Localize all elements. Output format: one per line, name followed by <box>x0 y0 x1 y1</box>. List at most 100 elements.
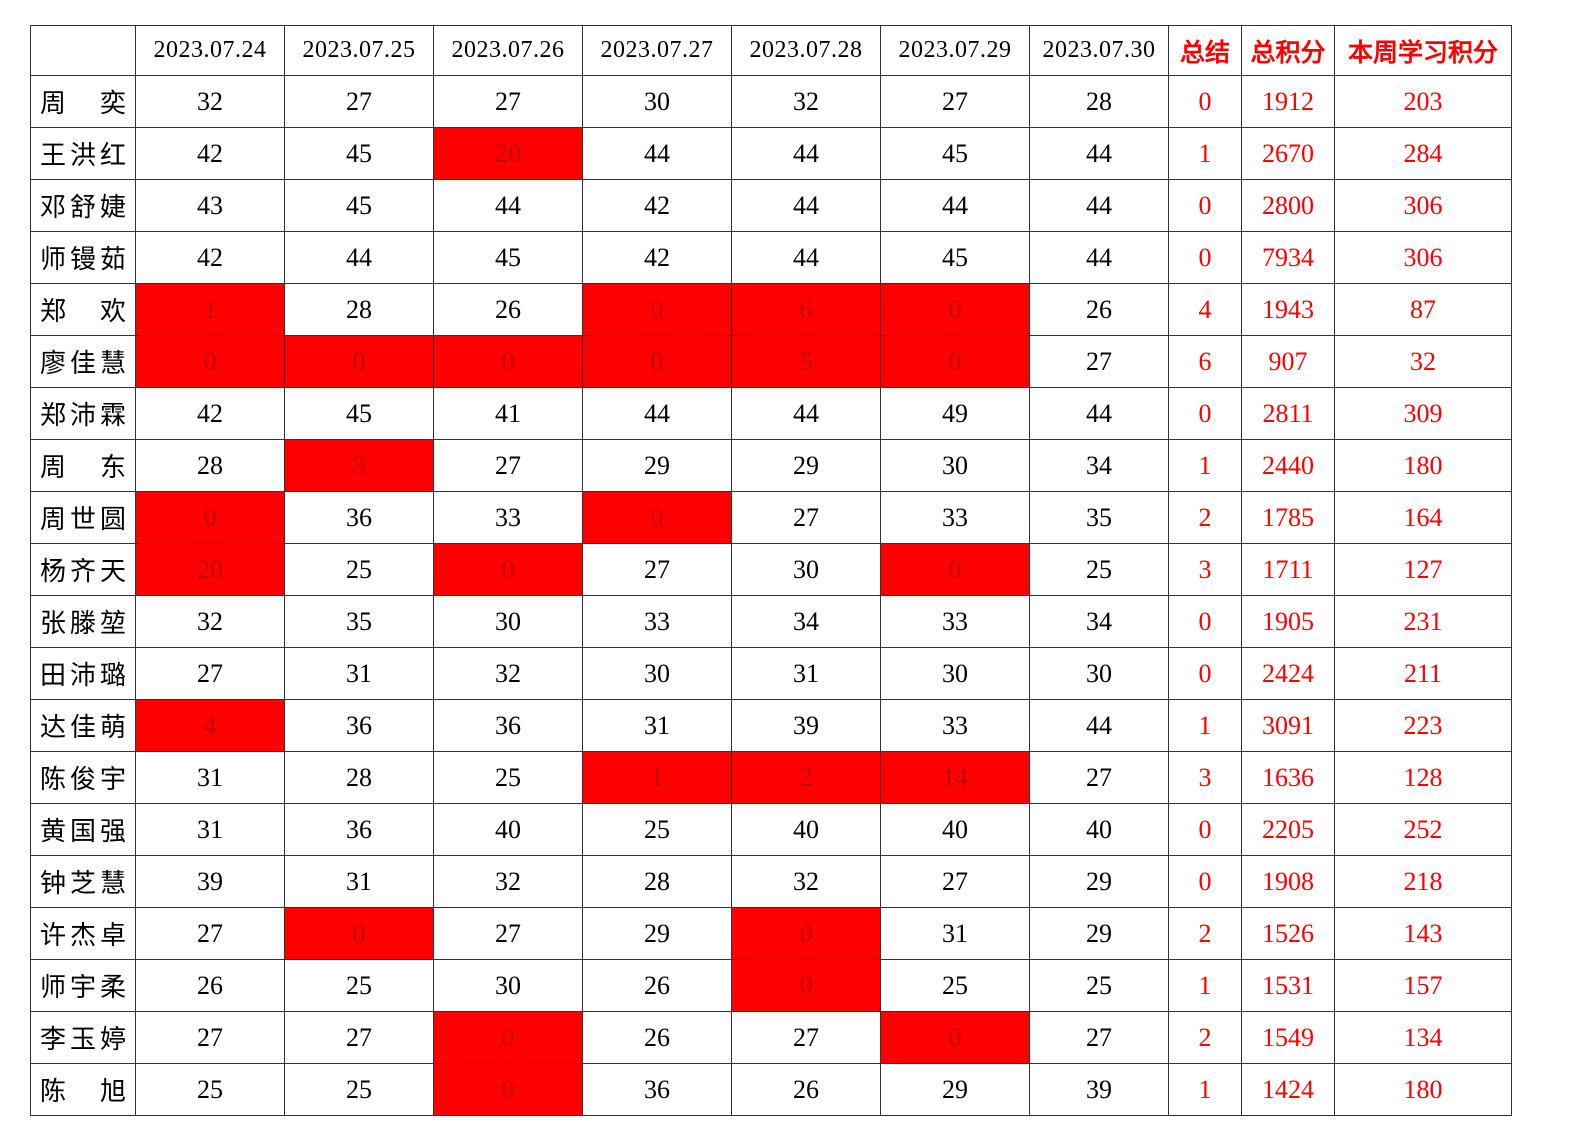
date-header-sun: 2023.07.30 <box>1029 25 1169 76</box>
student-name: 王洪红 <box>30 127 136 180</box>
summary-cell: 2 <box>1168 491 1242 544</box>
flagged-score-cell: 0 <box>880 1011 1030 1064</box>
table-row: 田沛璐 27 31 32 30 31 30 30 0 2424 211 <box>30 647 1512 700</box>
student-name: 张滕堃 <box>30 595 136 648</box>
student-name: 周奕 <box>30 75 136 128</box>
score-cell: 27 <box>433 907 583 960</box>
table-row: 邓舒婕 43 45 44 42 44 44 44 0 2800 306 <box>30 179 1512 232</box>
score-cell: 35 <box>284 595 434 648</box>
flagged-score-cell: 4 <box>135 699 285 752</box>
flagged-score-cell: 0 <box>731 959 881 1012</box>
table-row: 陈旭 25 25 0 36 26 29 39 1 1424 180 <box>30 1063 1512 1116</box>
total-score-cell: 2205 <box>1241 803 1335 856</box>
flagged-score-cell: 20 <box>433 127 583 180</box>
score-cell: 31 <box>135 803 285 856</box>
summary-cell: 1 <box>1168 699 1242 752</box>
score-cell: 31 <box>880 907 1030 960</box>
score-cell: 45 <box>284 387 434 440</box>
total-score-cell: 2670 <box>1241 127 1335 180</box>
summary-header: 总结 <box>1168 25 1242 76</box>
score-cell: 31 <box>582 699 732 752</box>
score-cell: 39 <box>135 855 285 908</box>
score-cell: 25 <box>284 543 434 596</box>
score-cell: 33 <box>880 699 1030 752</box>
score-cell: 49 <box>880 387 1030 440</box>
score-cell: 31 <box>731 647 881 700</box>
score-cell: 27 <box>1029 751 1169 804</box>
score-cell: 44 <box>731 127 881 180</box>
student-name: 师镘茹 <box>30 231 136 284</box>
weekly-score-cell: 87 <box>1334 283 1512 336</box>
total-score-cell: 1526 <box>1241 907 1335 960</box>
score-cell: 45 <box>433 231 583 284</box>
score-cell: 31 <box>284 647 434 700</box>
score-cell: 30 <box>433 595 583 648</box>
total-score-cell: 1711 <box>1241 543 1335 596</box>
score-cell: 29 <box>582 907 732 960</box>
table-row: 张滕堃 32 35 30 33 34 33 34 0 1905 231 <box>30 595 1512 648</box>
score-cell: 30 <box>880 647 1030 700</box>
flagged-score-cell: 3 <box>284 439 434 492</box>
score-cell: 33 <box>880 595 1030 648</box>
date-header-sat: 2023.07.29 <box>880 25 1030 76</box>
summary-cell: 0 <box>1168 75 1242 128</box>
score-cell: 34 <box>1029 439 1169 492</box>
score-cell: 33 <box>582 595 732 648</box>
table-row: 许杰卓 27 0 27 29 0 31 29 2 1526 143 <box>30 907 1512 960</box>
score-cell: 44 <box>284 231 434 284</box>
score-cell: 29 <box>1029 855 1169 908</box>
table-row: 杨齐天 20 25 0 27 30 0 25 3 1711 127 <box>30 543 1512 596</box>
weekly-score-cell: 180 <box>1334 1063 1512 1116</box>
score-cell: 27 <box>135 907 285 960</box>
score-cell: 26 <box>433 283 583 336</box>
score-cell: 27 <box>1029 335 1169 388</box>
score-cell: 27 <box>135 1011 285 1064</box>
weekly-score-cell: 157 <box>1334 959 1512 1012</box>
score-cell: 26 <box>582 1011 732 1064</box>
summary-cell: 1 <box>1168 959 1242 1012</box>
summary-cell: 6 <box>1168 335 1242 388</box>
flagged-score-cell: 0 <box>135 491 285 544</box>
score-cell: 27 <box>284 1011 434 1064</box>
score-cell: 33 <box>433 491 583 544</box>
score-cell: 44 <box>731 179 881 232</box>
total-score-cell: 1908 <box>1241 855 1335 908</box>
table-row: 李玉婷 27 27 0 26 27 0 27 2 1549 134 <box>30 1011 1512 1064</box>
summary-cell: 2 <box>1168 1011 1242 1064</box>
weekly-score-cell: 128 <box>1334 751 1512 804</box>
score-cell: 30 <box>731 543 881 596</box>
weekly-score-cell: 218 <box>1334 855 1512 908</box>
weekly-score-cell: 180 <box>1334 439 1512 492</box>
score-cell: 27 <box>284 75 434 128</box>
score-cell: 25 <box>582 803 732 856</box>
score-cell: 26 <box>1029 283 1169 336</box>
date-header-mon: 2023.07.24 <box>135 25 285 76</box>
score-cell: 39 <box>731 699 881 752</box>
flagged-score-cell: 0 <box>880 335 1030 388</box>
score-cell: 30 <box>582 647 732 700</box>
flagged-score-cell: 0 <box>880 283 1030 336</box>
score-cell: 40 <box>880 803 1030 856</box>
student-name: 周世圆 <box>30 491 136 544</box>
score-cell: 41 <box>433 387 583 440</box>
total-score-cell: 1943 <box>1241 283 1335 336</box>
score-cell: 29 <box>731 439 881 492</box>
flagged-score-cell: 1 <box>135 283 285 336</box>
score-cell: 27 <box>731 491 881 544</box>
summary-cell: 2 <box>1168 907 1242 960</box>
score-cell: 40 <box>731 803 881 856</box>
score-cell: 35 <box>1029 491 1169 544</box>
weekly-score-cell: 32 <box>1334 335 1512 388</box>
total-score-cell: 7934 <box>1241 231 1335 284</box>
summary-cell: 0 <box>1168 387 1242 440</box>
total-score-cell: 2800 <box>1241 179 1335 232</box>
score-cell: 30 <box>433 959 583 1012</box>
flagged-score-cell: 0 <box>731 907 881 960</box>
summary-cell: 0 <box>1168 179 1242 232</box>
table-row: 钟芝慧 39 31 32 28 32 27 29 0 1908 218 <box>30 855 1512 908</box>
flagged-score-cell: 5 <box>731 335 881 388</box>
total-score-cell: 1531 <box>1241 959 1335 1012</box>
score-cell: 44 <box>433 179 583 232</box>
score-cell: 40 <box>1029 803 1169 856</box>
weekly-score-header: 本周学习积分 <box>1334 25 1512 76</box>
